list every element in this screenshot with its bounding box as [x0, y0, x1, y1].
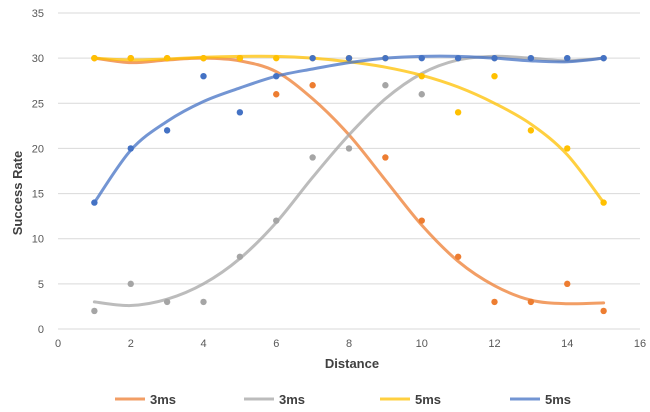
- x-axis-title: Distance: [325, 356, 379, 371]
- trendline-series-1: [92, 56, 606, 306]
- trendline-series-3: [92, 54, 606, 205]
- data-point-series-4: [200, 73, 207, 80]
- data-point-series-4: [382, 54, 389, 62]
- data-point-series-3: [491, 73, 498, 80]
- legend-label-series-1: 3ms: [150, 392, 176, 407]
- y-tick-label: 0: [38, 324, 44, 336]
- data-point-series-3: [454, 109, 462, 116]
- y-tick-label: 10: [32, 234, 44, 246]
- x-axis-ticks: 0 2 4 6 8 10 12 14 16: [55, 338, 646, 350]
- data-point-series-4: [600, 54, 607, 62]
- x-tick-label: 12: [488, 338, 500, 350]
- data-point-series-1: [309, 82, 316, 89]
- data-point-series-3: [273, 54, 280, 62]
- data-point-series-4: [527, 54, 535, 62]
- data-point-series-4: [309, 54, 316, 62]
- data-point-series-2: [309, 154, 316, 161]
- data-point-series-3: [600, 199, 607, 206]
- y-tick-label: 35: [32, 8, 44, 20]
- data-point-series-3: [418, 73, 425, 80]
- legend: 3ms 3ms 5ms 5ms: [115, 392, 571, 407]
- x-tick-label: 14: [561, 338, 573, 350]
- data-point-series-1: [527, 298, 535, 306]
- data-point-series-1: [382, 154, 389, 161]
- data-points: [91, 54, 607, 315]
- x-tick-label: 16: [634, 338, 646, 350]
- data-point-series-4: [163, 127, 171, 134]
- data-point-series-2: [200, 298, 207, 306]
- y-tick-label: 30: [32, 53, 44, 65]
- data-point-series-1: [564, 280, 571, 288]
- data-point-series-2: [273, 217, 280, 224]
- data-point-series-4: [491, 54, 498, 62]
- data-point-series-2: [127, 280, 134, 288]
- data-point-series-4: [273, 73, 280, 80]
- y-tick-label: 15: [32, 189, 44, 201]
- data-point-series-1: [418, 217, 425, 224]
- x-tick-label: 4: [200, 338, 206, 350]
- x-tick-label: 2: [128, 338, 134, 350]
- data-point-series-4: [418, 54, 425, 62]
- data-point-series-4: [127, 145, 134, 152]
- data-point-series-2: [418, 91, 425, 98]
- data-point-series-4: [454, 54, 462, 62]
- data-point-series-1: [491, 298, 498, 306]
- data-point-series-2: [163, 298, 171, 306]
- data-point-series-4: [564, 54, 571, 62]
- legend-label-series-2: 3ms: [279, 392, 305, 407]
- legend-label-series-3: 5ms: [415, 392, 441, 407]
- data-point-series-2: [91, 307, 98, 315]
- y-tick-label: 25: [32, 98, 44, 110]
- x-tick-label: 6: [273, 338, 279, 350]
- data-point-series-4: [91, 199, 98, 206]
- x-tick-label: 0: [55, 338, 61, 350]
- x-tick-label: 8: [346, 338, 352, 350]
- data-point-series-1: [273, 91, 280, 98]
- trend-lines: [92, 54, 606, 308]
- x-tick-label: 10: [416, 338, 428, 350]
- data-point-series-4: [345, 54, 353, 62]
- y-axis-title: Success Rate: [10, 151, 25, 236]
- y-axis-ticks: 0 5 10 15 20 25 30 35: [32, 8, 44, 336]
- data-point-series-3: [127, 54, 134, 62]
- data-point-series-2: [382, 82, 389, 89]
- data-point-series-1: [600, 307, 607, 315]
- trendline-series-2: [92, 54, 606, 308]
- data-point-series-3: [236, 54, 244, 62]
- data-point-series-1: [454, 253, 462, 260]
- y-tick-label: 20: [32, 143, 44, 155]
- data-point-series-3: [564, 145, 571, 152]
- data-point-series-3: [91, 54, 98, 62]
- y-tick-label: 5: [38, 279, 44, 291]
- trendline-series-4: [92, 54, 606, 205]
- data-point-series-4: [236, 109, 244, 116]
- data-point-series-3: [200, 54, 207, 62]
- data-point-series-3: [163, 54, 171, 62]
- data-point-series-3: [527, 127, 535, 134]
- data-point-series-2: [345, 145, 353, 152]
- data-point-series-2: [236, 253, 244, 260]
- legend-label-series-4: 5ms: [545, 392, 571, 407]
